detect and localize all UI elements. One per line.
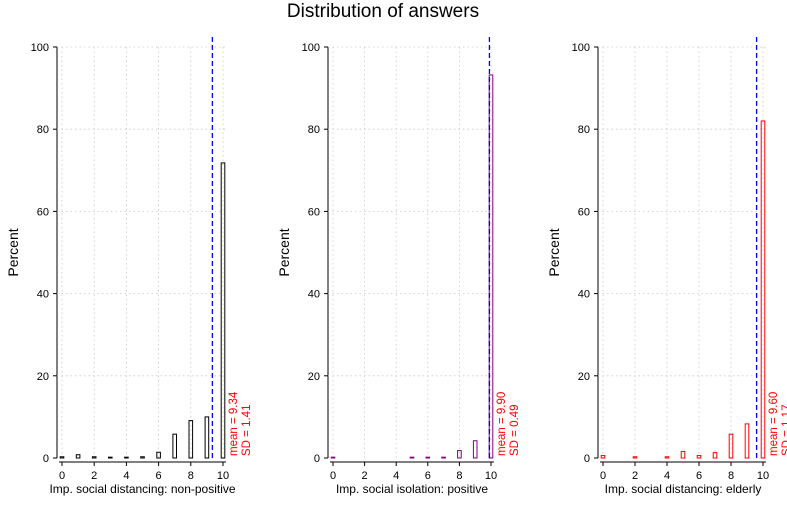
bar: [108, 456, 113, 459]
y-tick-label: 100: [31, 42, 49, 54]
y-axis-label: Percent: [5, 228, 21, 276]
bar: [488, 74, 494, 459]
x-tick-label: 6: [425, 470, 431, 482]
y-tick-label: 20: [308, 371, 320, 383]
bar: [760, 120, 766, 459]
x-tick-label: 8: [188, 470, 194, 482]
sd-label: SD = 0.49: [509, 405, 521, 456]
bar: [696, 455, 702, 459]
x-tick-label: 10: [217, 470, 229, 482]
bar: [330, 456, 336, 459]
y-tick-label: 100: [572, 42, 590, 54]
x-tick-label: 4: [393, 470, 399, 482]
bar: [632, 456, 638, 459]
mean-label: mean = 9.90: [496, 392, 508, 456]
sd-label: SD = 1.17: [781, 405, 787, 456]
y-tick-label: 60: [308, 206, 320, 218]
bar: [600, 455, 606, 459]
x-tick-label: 10: [757, 470, 769, 482]
y-tick-label: 80: [308, 124, 320, 136]
bar: [472, 440, 478, 459]
mean-label: mean = 9.34: [228, 391, 240, 456]
bar: [744, 423, 750, 459]
x-tick-label: 10: [485, 470, 497, 482]
y-tick-label: 40: [308, 289, 320, 301]
mean-label: mean = 9.60: [768, 392, 780, 456]
y-tick-label: 80: [37, 124, 49, 136]
x-tick-label: 6: [156, 470, 162, 482]
bar: [425, 456, 431, 459]
x-axis-label: Imp. social isolation: positive: [336, 482, 488, 496]
bar: [188, 420, 194, 459]
x-tick-label: 0: [330, 470, 336, 482]
y-tick-label: 0: [43, 453, 49, 465]
panel-1: 0 20 40 60 80 100 0 2 4 6 8 10 mean = 9.34 SD = 1.41 I…: [5, 37, 253, 496]
bar: [91, 456, 97, 459]
bar: [712, 452, 718, 459]
bar: [75, 454, 81, 459]
x-axis-label: Imp. social distancing: non-positive: [49, 482, 235, 496]
bar: [204, 416, 210, 459]
y-tick-label: 0: [584, 453, 590, 465]
bar: [664, 456, 670, 459]
sd-label: SD = 1.41: [241, 405, 253, 456]
x-tick-label: 8: [728, 470, 734, 482]
x-tick-label: 6: [696, 470, 702, 482]
y-axis-label: Percent: [276, 228, 292, 276]
bar: [728, 433, 734, 459]
x-tick-label: 2: [632, 470, 638, 482]
bar: [409, 456, 415, 459]
x-tick-label: 2: [362, 470, 368, 482]
x-tick-label: 4: [123, 470, 129, 482]
x-axis-label: Imp. social distancing: elderly: [605, 482, 762, 496]
y-tick-label: 40: [578, 289, 590, 301]
bar: [156, 451, 161, 459]
x-tick-label: 0: [600, 470, 606, 482]
y-tick-label: 20: [37, 371, 49, 383]
y-tick-label: 80: [578, 124, 590, 136]
bar: [457, 450, 462, 459]
x-tick-label: 2: [91, 470, 97, 482]
y-tick-label: 100: [302, 42, 320, 54]
x-tick-label: 8: [456, 470, 462, 482]
y-tick-label: 60: [578, 206, 590, 218]
y-tick-label: 40: [37, 289, 49, 301]
bar: [220, 162, 226, 459]
bar: [124, 456, 129, 459]
chart-title: Distribution of answers: [287, 1, 479, 22]
bar: [140, 456, 145, 459]
bar: [59, 456, 65, 459]
bar: [172, 433, 177, 459]
panel-2: 0 20 40 60 80 100 0 2 4 6 8 10 mean = 9.90 SD = 0.49 I…: [276, 37, 521, 496]
bar: [441, 456, 446, 459]
x-tick-label: 0: [59, 470, 65, 482]
y-tick-label: 0: [314, 453, 320, 465]
y-tick-label: 60: [37, 206, 49, 218]
x-tick-label: 4: [664, 470, 670, 482]
bar: [680, 450, 686, 459]
y-tick-label: 20: [578, 371, 590, 383]
y-axis-label: Percent: [546, 228, 562, 276]
